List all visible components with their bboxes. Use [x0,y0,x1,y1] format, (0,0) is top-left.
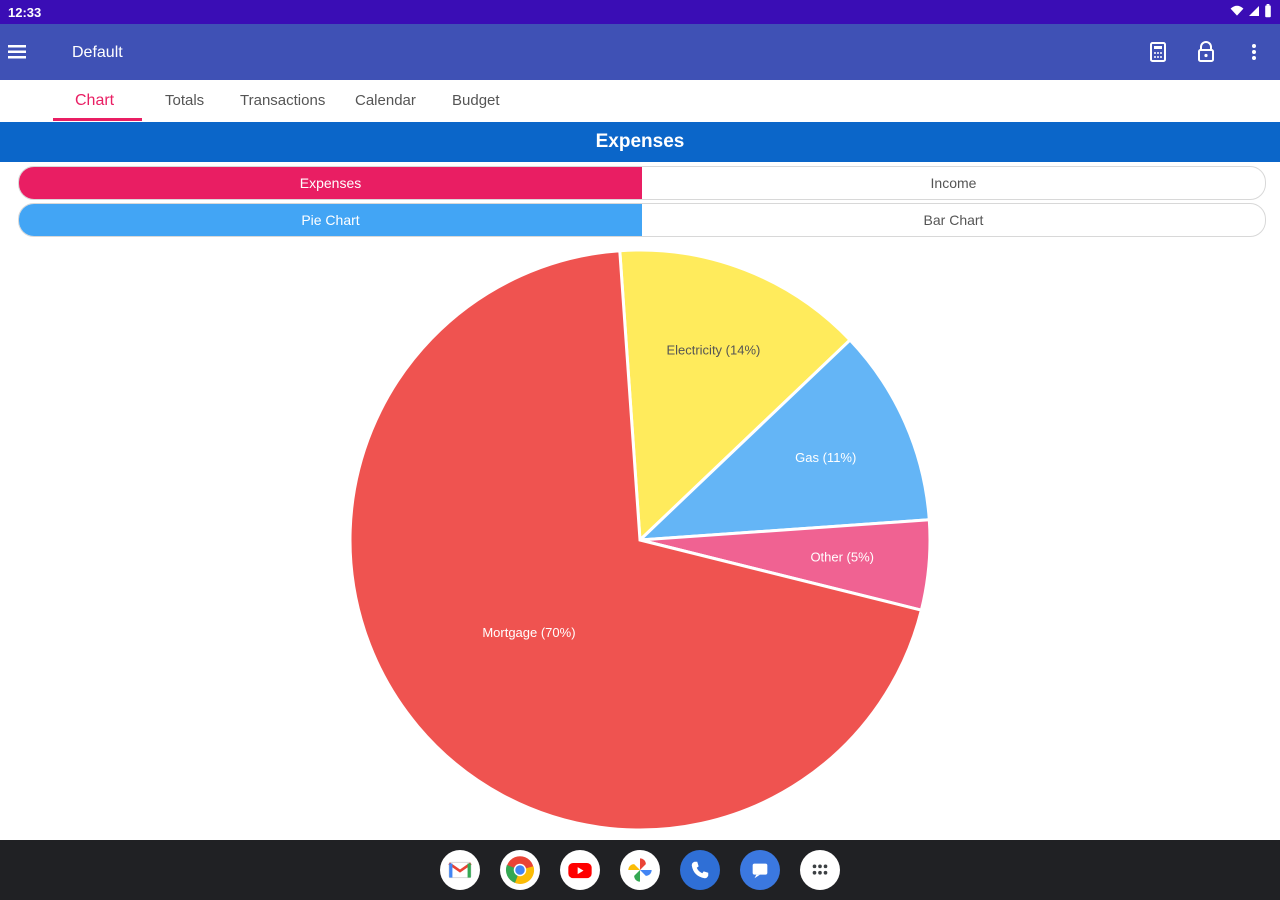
more-options-icon[interactable] [1242,40,1266,64]
tab-calendar[interactable]: Calendar [355,92,416,109]
wifi-icon [1230,5,1244,16]
calculator-icon[interactable] [1146,40,1170,64]
status-time: 12:33 [8,5,42,20]
youtube-icon[interactable] [560,850,600,890]
signal-icon [1249,6,1259,16]
pie-slice-label: Other (5%) [810,550,874,565]
messages-icon[interactable] [740,850,780,890]
tab-chart[interactable]: Chart [75,92,115,109]
tab-bar: Chart Totals Transactions Calendar Budge… [0,80,1280,123]
expenses-toggle-button[interactable]: Expenses [19,167,642,199]
expenses-pie-chart[interactable]: Electricity (14%) Gas (11%) Other (5%) Mort… [0,240,1280,840]
bar-chart-toggle-button[interactable]: Bar Chart [923,212,984,228]
pie-slice[interactable] [348,249,924,832]
pie-slice-label: Mortgage (70%) [482,625,575,640]
pie-slice[interactable] [618,248,853,544]
tab-indicator [53,118,142,121]
lock-icon[interactable] [1194,40,1218,64]
pie-slice[interactable] [635,337,931,542]
app-drawer-icon[interactable] [800,850,840,890]
tab-budget[interactable]: Budget [452,92,500,109]
battery-icon [1265,4,1271,18]
navigation-bar [0,840,1280,900]
tab-transactions[interactable]: Transactions [240,92,326,109]
app-title[interactable]: Default [72,44,123,61]
phone-icon[interactable] [680,850,720,890]
menu-icon[interactable] [6,40,30,64]
system-icons [1230,4,1272,18]
chrome-icon[interactable] [500,850,540,890]
type-toggle: Expenses Income [18,166,1266,200]
status-bar: 12:33 [0,0,1280,24]
photos-icon[interactable] [620,850,660,890]
app-bar-actions [1146,40,1266,64]
chart-type-toggle: Pie Chart Bar Chart [18,203,1266,237]
tab-totals[interactable]: Totals [165,92,205,109]
pie-slice-label: Electricity (14%) [666,343,760,358]
app-bar: Default [0,24,1280,80]
income-toggle-button[interactable]: Income [930,175,977,191]
gmail-icon[interactable] [440,850,480,890]
pie-chart-toggle-button[interactable]: Pie Chart [19,204,642,236]
pie-slice-label: Gas (11%) [795,450,856,465]
app-dock [440,850,840,890]
section-banner: Expenses [0,122,1280,162]
